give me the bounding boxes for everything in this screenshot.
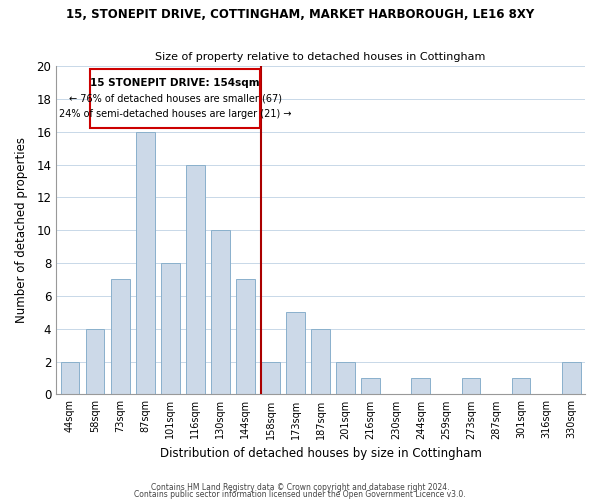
- FancyBboxPatch shape: [90, 70, 260, 128]
- Bar: [186, 164, 205, 394]
- Bar: [512, 378, 530, 394]
- Text: 15, STONEPIT DRIVE, COTTINGHAM, MARKET HARBOROUGH, LE16 8XY: 15, STONEPIT DRIVE, COTTINGHAM, MARKET H…: [66, 8, 534, 20]
- Y-axis label: Number of detached properties: Number of detached properties: [15, 137, 28, 323]
- Bar: [461, 378, 481, 394]
- Text: ← 76% of detached houses are smaller (67): ← 76% of detached houses are smaller (67…: [69, 94, 282, 104]
- Text: Contains public sector information licensed under the Open Government Licence v3: Contains public sector information licen…: [134, 490, 466, 499]
- Text: 24% of semi-detached houses are larger (21) →: 24% of semi-detached houses are larger (…: [59, 108, 292, 118]
- Bar: [211, 230, 230, 394]
- Title: Size of property relative to detached houses in Cottingham: Size of property relative to detached ho…: [155, 52, 486, 62]
- Text: 15 STONEPIT DRIVE: 154sqm: 15 STONEPIT DRIVE: 154sqm: [91, 78, 260, 88]
- Bar: [161, 263, 179, 394]
- Bar: [562, 362, 581, 394]
- Bar: [261, 362, 280, 394]
- Bar: [136, 132, 155, 394]
- Bar: [336, 362, 355, 394]
- Bar: [86, 329, 104, 394]
- Bar: [412, 378, 430, 394]
- X-axis label: Distribution of detached houses by size in Cottingham: Distribution of detached houses by size …: [160, 447, 482, 460]
- Bar: [361, 378, 380, 394]
- Bar: [311, 329, 330, 394]
- Text: Contains HM Land Registry data © Crown copyright and database right 2024.: Contains HM Land Registry data © Crown c…: [151, 484, 449, 492]
- Bar: [111, 280, 130, 394]
- Bar: [61, 362, 79, 394]
- Bar: [286, 312, 305, 394]
- Bar: [236, 280, 255, 394]
